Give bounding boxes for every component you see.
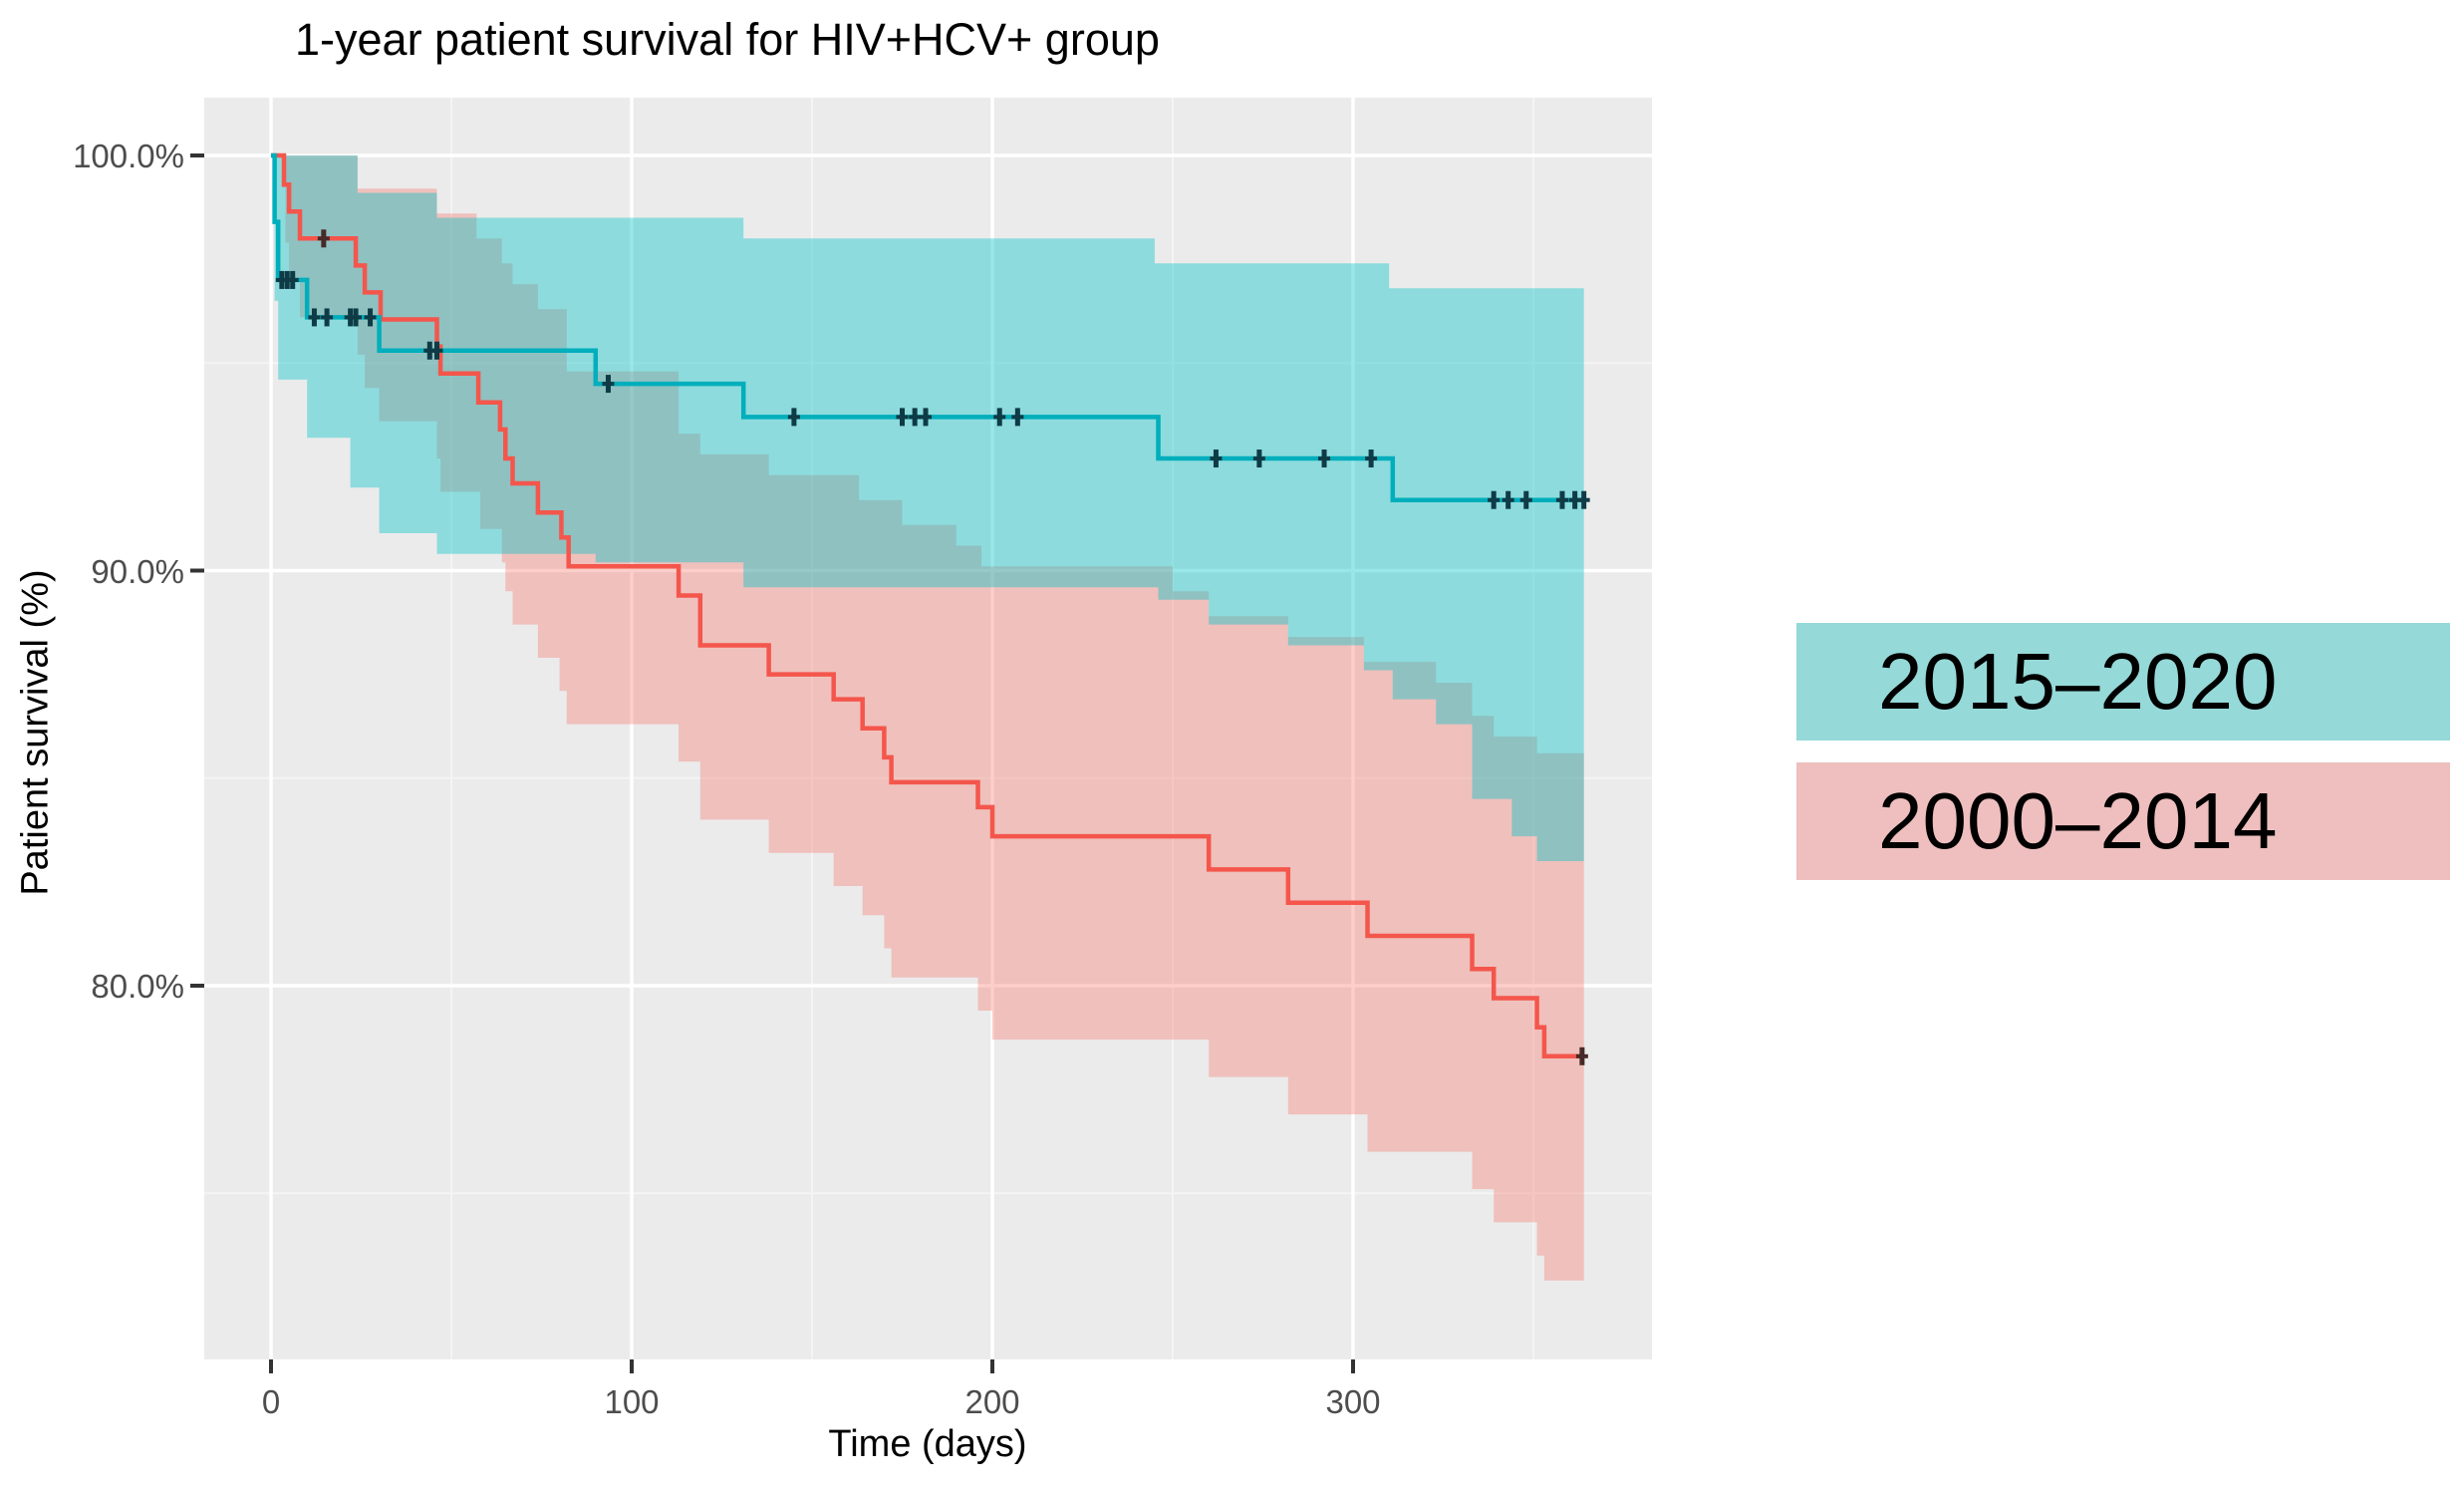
chart-title: 1-year patient survival for HIV+HCV+ gro… — [295, 14, 1160, 65]
confidence-band-2015-2020 — [271, 155, 1584, 861]
legend-label-2000-2014: 2000–2014 — [1878, 776, 2278, 865]
legend-item-2015-2020: 2015–2020 — [1796, 623, 2450, 741]
x-tick-label: 200 — [964, 1383, 1020, 1420]
x-tick-label: 300 — [1325, 1383, 1381, 1420]
legend: 2015–2020 2000–2014 — [1796, 623, 2450, 902]
y-tick-label: 90.0% — [91, 552, 184, 590]
survival-curve-2000-2014 — [271, 152, 1584, 1059]
x-tick-label: 100 — [604, 1383, 660, 1420]
y-tick-label: 80.0% — [91, 968, 184, 1005]
panel-background — [204, 98, 1652, 1359]
survival-curve-2015-2020 — [271, 152, 1584, 502]
y-axis-title: Patient survival (%) — [14, 569, 57, 896]
legend-label-2015-2020: 2015–2020 — [1878, 637, 2278, 726]
confidence-band-2000-2014 — [271, 155, 1584, 1281]
legend-item-2000-2014: 2000–2014 — [1796, 762, 2450, 880]
y-tick-label: 100.0% — [73, 138, 184, 174]
x-tick-label: 0 — [261, 1383, 281, 1420]
x-axis-title: Time (days) — [828, 1423, 1027, 1465]
